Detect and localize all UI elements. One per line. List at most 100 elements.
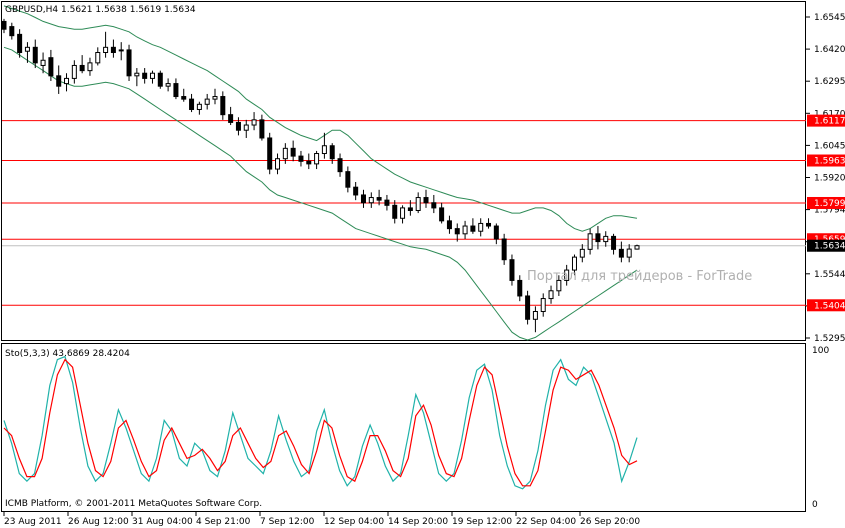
price-level-label: 1.5963 <box>814 157 845 167</box>
candle-body <box>40 59 46 66</box>
candle-body <box>501 238 507 261</box>
stochastic-line <box>3 358 638 487</box>
stochastic-pane-frame <box>1 343 806 512</box>
candle-body <box>360 194 366 204</box>
candle-body <box>110 46 116 54</box>
candle-body <box>298 155 304 162</box>
candle-body <box>71 64 77 79</box>
candle-body <box>579 248 585 258</box>
candle-body <box>149 72 155 79</box>
price-pane-frame <box>1 1 806 341</box>
horizontal-levels <box>2 120 806 306</box>
candle-body <box>540 298 546 313</box>
candle-body <box>9 26 15 37</box>
candle-body <box>235 121 241 131</box>
candle-body <box>462 225 468 235</box>
candle-body <box>1 20 7 30</box>
price-tick-label: 1.5920 <box>814 174 845 184</box>
time-tick-label: 31 Aug 04:00 <box>132 517 193 527</box>
candle-body <box>470 225 476 232</box>
candle-body <box>228 114 234 123</box>
candle-body <box>306 160 312 165</box>
price-tick-label: 1.6170 <box>814 109 845 119</box>
time-tick-label: 23 Aug 2011 <box>4 517 62 527</box>
candle-body <box>126 49 132 77</box>
candle-body <box>626 248 632 258</box>
candle-body <box>79 64 85 72</box>
stochastic-tick-label: 100 <box>812 346 829 356</box>
candle-body <box>431 202 437 209</box>
candle-body <box>634 245 640 250</box>
time-tick-label: 14 Sep 20:00 <box>388 517 448 527</box>
candle-body <box>321 145 327 155</box>
candle-body <box>165 83 171 87</box>
price-level-marker <box>807 299 845 312</box>
price-tick-label: 1.5544 <box>814 270 845 280</box>
candle-body <box>571 256 577 271</box>
candle-body <box>618 248 624 258</box>
candle-body <box>189 98 195 110</box>
bollinger-upper-line <box>3 5 638 232</box>
candle-body <box>243 124 249 131</box>
candle-body <box>282 147 288 160</box>
candle-body <box>407 207 413 211</box>
candle-body <box>525 295 531 320</box>
candle-body <box>384 199 390 206</box>
candle-body <box>400 207 406 219</box>
price-level-marker <box>807 154 845 167</box>
time-axis: 23 Aug 2011 26 Aug 12:00 31 Aug 04:00 4 Sep… <box>3 512 640 527</box>
candle-body <box>353 186 359 196</box>
price-level-marker <box>807 114 845 127</box>
candle-body <box>290 147 296 157</box>
price-tick-label: 1.6045 <box>814 141 845 151</box>
candle-body <box>95 52 101 64</box>
price-level-label: 1.6117 <box>814 117 845 127</box>
candle-body <box>267 137 273 170</box>
platform-copyright: ICMB Platform, © 2001-2011 MetaQuotes So… <box>5 499 262 509</box>
candle-body <box>556 279 562 292</box>
candle-body <box>134 72 140 77</box>
price-level-label: 1.5799 <box>814 199 845 209</box>
candle-body <box>196 103 202 110</box>
candle-body <box>611 235 617 250</box>
price-tick-label: 1.6420 <box>814 45 845 55</box>
stochastic-lines <box>3 355 638 490</box>
price-tick-label: 1.6545 <box>814 13 845 23</box>
candle-body <box>368 197 374 204</box>
price-level-label: 1.5404 <box>814 301 845 311</box>
candle-body <box>603 235 609 243</box>
candle-body <box>392 204 398 219</box>
price-tick-label: 1.6295 <box>814 77 845 87</box>
candles <box>1 18 640 333</box>
candle-body <box>329 145 335 160</box>
price-pane: GBPUSD,H4 1.5621 1.5638 1.5619 1.5634 По… <box>1 1 806 341</box>
price-level-marker <box>807 196 845 209</box>
candle-body <box>439 207 445 222</box>
candle-body <box>212 96 218 100</box>
stochastic-axis: 100 0 <box>812 346 829 510</box>
stochastic-tick-label: 0 <box>812 500 818 510</box>
candle-body <box>181 96 187 100</box>
candle-body <box>548 290 554 300</box>
candle-body <box>275 158 281 170</box>
candle-body <box>486 222 492 227</box>
candle-body <box>532 311 538 320</box>
candle-body <box>32 46 38 64</box>
candle-body <box>17 33 23 54</box>
candle-body <box>103 46 109 54</box>
candle-body <box>314 153 320 165</box>
price-tick-label: 1.5794 <box>814 206 845 216</box>
candle-body <box>64 77 70 85</box>
time-tick-label: 12 Sep 04:00 <box>324 517 384 527</box>
stochastic-pane: Sto(5,3,3) 43.6869 28.4204 ICMB Platform… <box>1 343 806 512</box>
candle-body <box>142 72 148 79</box>
candle-body <box>587 233 593 250</box>
candle-body <box>56 75 62 87</box>
candle-body <box>423 197 429 204</box>
time-tick-label: 19 Sep 12:00 <box>452 517 512 527</box>
candle-body <box>415 197 421 211</box>
time-tick-label: 22 Sep 04:00 <box>516 517 576 527</box>
candle-body <box>478 222 484 232</box>
candle-body <box>24 46 30 52</box>
price-axis: 1.6545 1.6420 1.6295 1.6170 1.6045 1.5920 1.57… <box>806 13 845 344</box>
